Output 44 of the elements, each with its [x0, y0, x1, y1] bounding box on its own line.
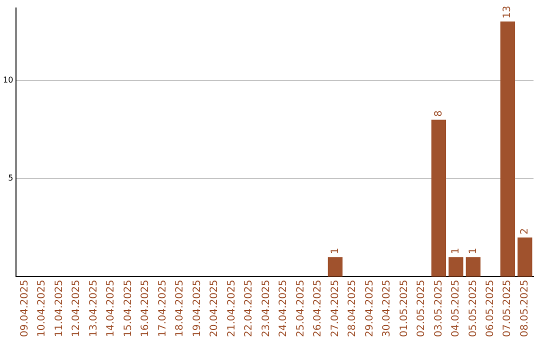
x-tick-label: 07.05.2025 — [502, 280, 514, 338]
x-tick-label: 23.04.2025 — [260, 280, 272, 338]
x-tick-label: 10.04.2025 — [36, 280, 48, 338]
x-tick-label: 20.04.2025 — [209, 280, 220, 338]
x-tick-label: 18.04.2025 — [174, 280, 186, 338]
data-label: 8 — [433, 110, 444, 117]
x-tick-label: 03.05.2025 — [433, 280, 444, 338]
x-tick-label: 04.05.2025 — [450, 280, 462, 338]
x-tick-label: 16.04.2025 — [140, 280, 152, 338]
x-tick-label: 09.04.2025 — [19, 280, 30, 338]
bar — [328, 257, 343, 277]
x-tick-label: 12.04.2025 — [71, 280, 82, 338]
y-tick-label: 5 — [8, 174, 14, 183]
x-tick-label: 06.05.2025 — [485, 280, 496, 338]
y-tick-label: 10 — [2, 76, 14, 85]
x-tick-label: 24.04.2025 — [278, 280, 290, 338]
x-tick-label: 14.04.2025 — [106, 280, 117, 338]
data-label: 1 — [468, 248, 479, 254]
x-tick-label: 29.04.2025 — [364, 280, 376, 338]
x-tick-label: 17.04.2025 — [157, 280, 168, 338]
bar — [518, 237, 532, 277]
x-tick-label: 25.04.2025 — [295, 280, 306, 338]
bar — [448, 257, 464, 277]
x-tick-label: 02.05.2025 — [416, 280, 428, 338]
x-tick-label: 19.04.2025 — [192, 280, 203, 338]
x-tick-label: 01.05.2025 — [398, 280, 410, 338]
x-tick-label: 28.04.2025 — [347, 280, 358, 338]
x-tick-label: 11.04.2025 — [54, 280, 65, 338]
x-tick-label: 21.04.2025 — [226, 280, 238, 338]
data-label: 1 — [450, 248, 462, 254]
x-tick-label: 08.05.2025 — [519, 280, 530, 338]
data-label: 2 — [519, 228, 530, 234]
bar — [431, 120, 446, 277]
bar — [500, 22, 515, 277]
data-label: 1 — [330, 248, 341, 254]
x-tick-label: 26.04.2025 — [312, 280, 324, 338]
data-label: 13 — [502, 6, 514, 19]
x-tick-label: 15.04.2025 — [122, 280, 134, 338]
x-tick-label: 30.04.2025 — [382, 280, 393, 338]
bar — [466, 257, 480, 277]
x-tick-label: 05.05.2025 — [468, 280, 479, 338]
x-tick-label: 27.04.2025 — [330, 280, 341, 338]
x-tick-label: 13.04.2025 — [88, 280, 100, 338]
x-tick-label: 22.04.2025 — [244, 280, 255, 338]
